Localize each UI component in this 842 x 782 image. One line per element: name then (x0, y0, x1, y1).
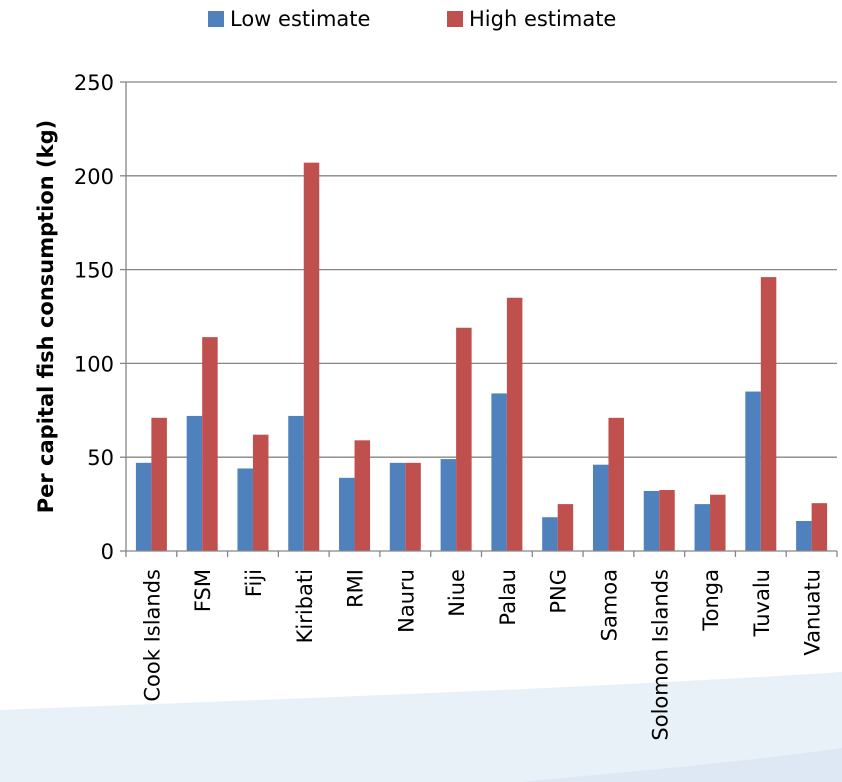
bar-low-solomon-islands (643, 490, 660, 551)
bar-high-samoa (608, 417, 624, 551)
bar-low-rmi (339, 477, 355, 551)
bar-high-rmi (354, 440, 371, 551)
y-tick-label: 50 (87, 446, 114, 470)
bar-high-niue (456, 327, 472, 551)
gridlines (126, 81, 837, 458)
bar-high-vanuatu (811, 503, 828, 551)
legend-swatch-high (447, 11, 463, 27)
bar-high-tonga (710, 494, 726, 551)
x-tick-label: Palau (496, 569, 520, 626)
y-axis-title: Per capital fish consumption (kg) (34, 120, 58, 514)
y-tick-labels: 0 50 100 150 200 250 (74, 71, 114, 564)
x-tick-label: Vanuatu (801, 569, 825, 656)
y-tick-label: 250 (74, 71, 114, 95)
bar-high-solomon-islands (659, 490, 675, 551)
x-tick-label: Kiribati (293, 569, 317, 643)
x-tick-label: Cook Islands (140, 569, 164, 702)
x-tick-label: FSM (191, 569, 215, 612)
bar-low-palau (491, 393, 507, 551)
background-decoration (0, 672, 842, 782)
bar-low-fsm (186, 415, 203, 551)
bar-low-nauru (389, 462, 406, 551)
legend-swatch-low (208, 11, 224, 27)
y-tick-label: 200 (74, 165, 114, 189)
bar-high-palau (506, 297, 523, 551)
legend: Low estimate High estimate (208, 7, 616, 31)
axes (120, 81, 838, 557)
y-tick-label: 100 (74, 352, 114, 376)
x-tick-label: PNG (547, 569, 571, 614)
bar-low-samoa (592, 464, 609, 551)
bar-low-png (542, 517, 558, 551)
x-tick-labels: Cook Islands FSM Fiji Kiribati RMI Nauru Niue P… (140, 569, 824, 741)
legend-label-high: High estimate (469, 7, 616, 31)
x-tick-label: Fiji (242, 569, 266, 597)
x-tick-label: Samoa (597, 569, 621, 641)
bar-low-niue (440, 459, 457, 551)
x-tick-label: Niue (445, 569, 469, 617)
bar-low-kiribati (288, 415, 304, 551)
y-tick-label: 150 (74, 259, 114, 283)
bar-high-png (557, 504, 574, 551)
x-tick-label: Nauru (394, 569, 418, 633)
x-tick-label: RMI (344, 569, 368, 608)
background-wave-accent (520, 748, 842, 782)
bar-low-cook-islands (135, 462, 152, 551)
y-tick-label: 0 (101, 540, 114, 564)
legend-label-low: Low estimate (230, 7, 370, 31)
bar-high-fiji (252, 434, 269, 551)
bar-high-nauru (405, 462, 421, 551)
x-tick-label: Tuvalu (750, 569, 774, 637)
x-tick-label: Tonga (699, 569, 723, 632)
bar-high-kiribati (303, 162, 320, 551)
bar-low-vanuatu (796, 520, 812, 551)
background-wave (0, 672, 842, 782)
bar-low-fiji (237, 468, 253, 551)
bars (135, 162, 828, 551)
x-tick-label: Solomon Islands (648, 569, 672, 741)
bar-high-tuvalu (760, 277, 777, 551)
bar-high-cook-islands (151, 417, 167, 551)
bar-high-fsm (202, 337, 218, 551)
bar-low-tuvalu (745, 391, 761, 551)
bar-low-tonga (694, 504, 711, 551)
